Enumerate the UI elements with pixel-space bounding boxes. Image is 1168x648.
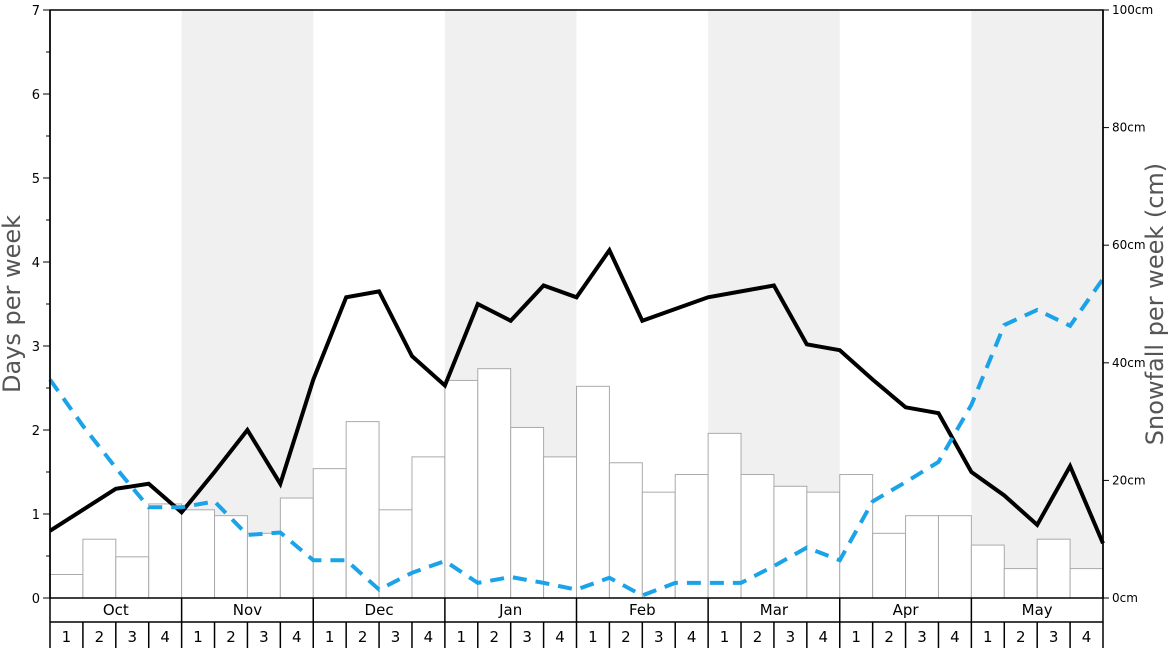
snowfall-bar [641,491,676,599]
chart-lines [48,246,1105,598]
snowfall-bar [1069,568,1104,599]
left-tick-label: 6 [32,88,40,103]
week-label: 2 [1016,628,1026,646]
snowfall-bar [345,421,380,599]
snowfall-bar [444,379,479,599]
left-axis: 0 1 2 3 4 5 6 7 [32,4,50,607]
snowfall-bar [740,474,775,599]
snowfall-bar [773,485,808,599]
week-label: 2 [884,628,894,646]
snowfall-bar [246,532,281,599]
snowfall-bar [576,385,610,599]
y-axis-title-right: Snowfall per week (cm) [1141,163,1168,445]
week-label: 3 [654,628,664,646]
left-tick-label: 1 [32,508,40,523]
month-label-mar: Mar [760,601,789,619]
week-label: 2 [226,628,236,646]
month-shading-bands [181,10,1103,598]
week-label: 3 [522,628,532,646]
snowfall-bar [970,544,1005,599]
black-line [48,246,1105,545]
snowfall-bar [872,532,907,599]
week-label: 1 [720,628,730,646]
y-axis-title-left: Days per week [0,215,26,393]
blue-dashed-line [48,277,1105,598]
week-label: 4 [424,628,434,646]
week-label: 3 [786,628,796,646]
snowfall-bar [115,556,150,599]
week-label: 4 [555,628,565,646]
week-label: 1 [588,628,598,646]
month-label-oct: Oct [103,601,129,619]
month-label-dec: Dec [365,601,394,619]
week-label: 2 [489,628,499,646]
snowfall-bar [905,515,939,599]
snowfall-bars [49,368,1104,599]
left-tick-label: 5 [32,172,40,187]
snowfall-bar [49,573,84,599]
week-label: 3 [127,628,137,646]
week-label: 3 [391,628,401,646]
week-label: 3 [917,628,927,646]
week-label: 3 [259,628,269,646]
week-label: 1 [851,628,861,646]
week-label: 2 [621,628,631,646]
snowfall-bar [1036,538,1071,599]
right-tick-label: 60cm [1112,238,1146,252]
month-label-apr: Apr [893,601,920,619]
week-label: 1 [983,628,993,646]
month-label-feb: Feb [629,601,656,619]
week-label: 4 [687,628,697,646]
snowfall-bar [707,432,742,599]
right-tick-label: 40cm [1112,356,1146,370]
week-label: 4 [950,628,960,646]
snowfall-bar [411,456,446,599]
snowfall-bar [674,474,709,599]
week-label: 4 [1082,628,1092,646]
snowfall-bar [1003,568,1038,599]
left-tick-label: 2 [32,424,40,439]
snowfall-bar [806,491,841,599]
week-label: 4 [819,628,829,646]
month-label-may: May [1022,601,1053,619]
week-label: 4 [160,628,170,646]
right-tick-label: 20cm [1112,473,1146,487]
x-axis-month-week-table: Oct 1 2 3 4 Nov 1 2 3 4 Dec 1 2 3 4 Jan 1 2 3 4 Feb 1 2 3 4 Mar 1 2… [49,10,1104,648]
right-tick-label: 100cm [1112,3,1153,17]
week-label: 2 [358,628,368,646]
snowfall-bar [148,503,183,599]
snowfall-bar [181,509,216,599]
week-label: 1 [193,628,203,646]
snowfall-bar [510,426,545,599]
snowfall-bar [839,474,874,599]
month-label-nov: Nov [233,601,262,619]
week-label: 1 [62,628,72,646]
week-label: 1 [325,628,335,646]
left-tick-label: 3 [32,340,40,355]
left-tick-label: 7 [32,4,40,19]
snowfall-bar [82,538,117,599]
week-label: 2 [753,628,763,646]
week-label: 3 [1049,628,1059,646]
week-label: 4 [292,628,302,646]
snowfall-bar [543,456,577,599]
week-label: 1 [457,628,467,646]
snowfall-bar [312,468,347,599]
left-tick-label: 0 [32,592,40,607]
month-label-jan: Jan [498,601,522,619]
week-label: 2 [95,628,105,646]
left-tick-label: 4 [32,256,40,271]
right-tick-label: 80cm [1112,121,1146,135]
shade-band-may [971,10,1103,598]
snowfall-bar [378,509,413,599]
snowfall-bar [937,515,972,599]
right-tick-label: 0cm [1112,591,1138,605]
snowfall-bar [477,368,512,599]
snowfall-bar [608,462,643,599]
right-axis: 0cm 20cm 40cm 60cm 80cm 100cm [1103,3,1153,605]
